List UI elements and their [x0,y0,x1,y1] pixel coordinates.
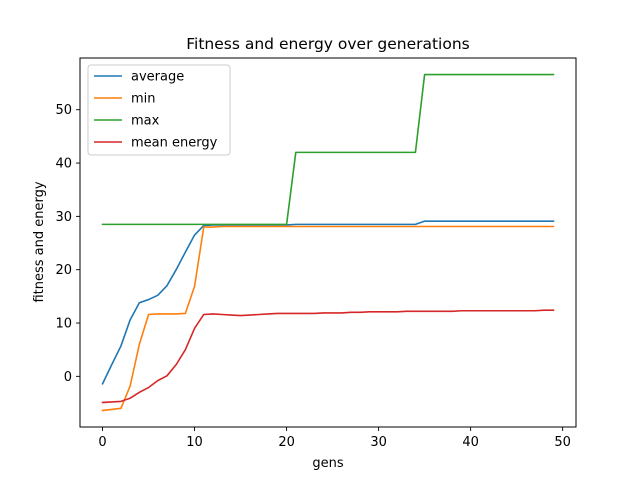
y-tick-label: 30 [55,210,72,225]
x-tick-label: 30 [370,435,387,450]
series-line-average [101,220,555,385]
x-tick-label: 0 [98,435,106,450]
y-tick-label: 40 [55,157,72,172]
x-tick-label: 20 [278,435,295,450]
series-line-mean-energy [101,309,555,404]
legend-label: average [131,70,184,85]
y-tick-label: 50 [55,103,72,118]
series-layer [101,73,555,412]
legend-box [87,64,231,156]
chart-title: Fitness and energy over generations [186,35,470,53]
legend-label: max [131,114,160,129]
x-tick-label: 50 [554,435,571,450]
y-tick-label: 10 [55,317,72,332]
plot-frame [79,57,577,428]
series-line-min [101,225,555,412]
legend-label: min [131,92,156,107]
y-tick-label: 0 [64,370,72,385]
y-axis-label: fitness and energy [32,181,47,302]
y-tick-label: 20 [55,263,72,278]
x-tick-label: 40 [462,435,479,450]
legend: average min max mean energy [87,64,231,156]
x-axis-label: gens [312,456,343,471]
y-axis: 0 10 20 30 40 50 [55,103,80,385]
series-line-max [101,73,555,226]
x-axis: 0 10 20 30 40 50 [98,427,571,450]
legend-label: mean energy [131,136,218,151]
x-tick-label: 10 [186,435,203,450]
